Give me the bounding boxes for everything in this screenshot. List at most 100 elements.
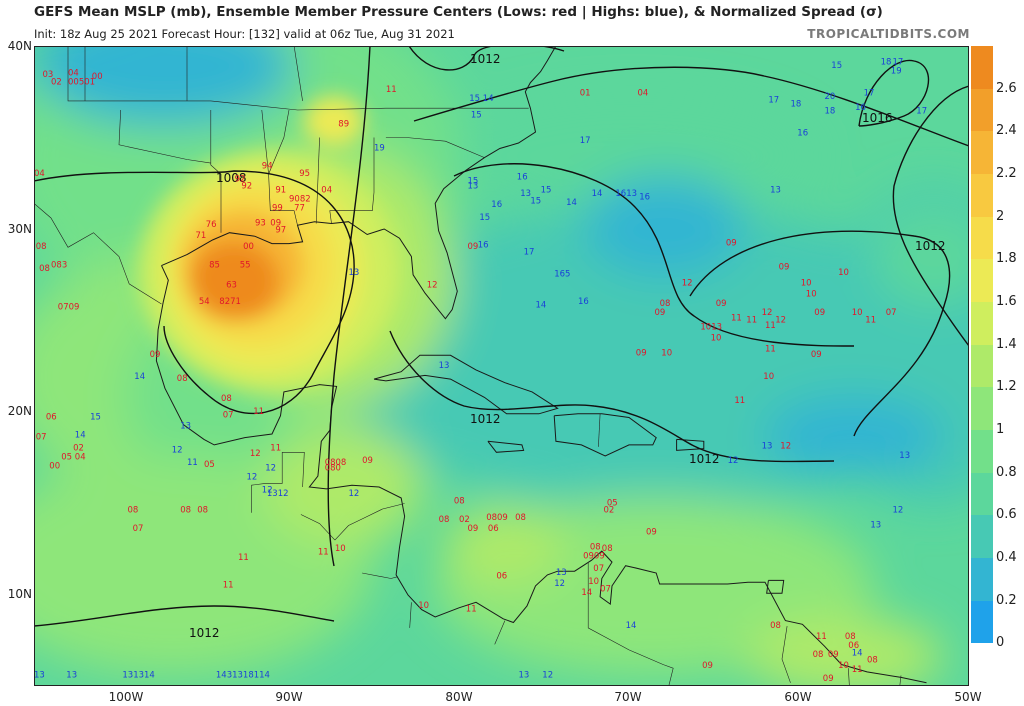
high-center-label: 12 [265, 464, 276, 474]
low-center-label: 92 [235, 174, 246, 184]
low-center-label: 76 [206, 220, 217, 230]
isobar-label: 1012 [915, 239, 946, 253]
low-center-label: 02 [604, 506, 615, 516]
low-center-label: 71 [196, 231, 207, 241]
isobar-line [689, 230, 951, 437]
high-center-label: 15 [831, 61, 842, 71]
high-center-label: 12 [262, 486, 273, 496]
low-center-label: 09 [726, 239, 737, 249]
colorbar-tick-label: 2.4 [996, 123, 1017, 139]
high-center-label: 16 [639, 193, 650, 203]
low-center-label: 09 [270, 218, 281, 228]
low-center-label: 05 [607, 498, 618, 508]
high-center-label: 15 [469, 94, 480, 104]
high-center-label: 13 [180, 422, 191, 432]
border-line [315, 137, 320, 224]
high-center-label: 13 [468, 182, 479, 192]
colorbar-tick-label: 1 [996, 422, 1005, 437]
low-center-label: 91 [275, 185, 286, 195]
map-panel: 1012 1008 1016 1012 1012 1012 1012 03 04 00 02 005… [34, 46, 969, 686]
high-center-label: 14 [852, 648, 863, 658]
border-line [67, 46, 529, 111]
low-center-label: 06 [496, 572, 507, 582]
isobar-line [892, 85, 969, 347]
low-center-label: 08 [221, 394, 232, 404]
high-center-label: 17 [864, 88, 875, 98]
high-center-label: 15 [468, 176, 479, 186]
low-center-label: 09 [362, 456, 373, 466]
high-center-label: 165 [554, 270, 570, 280]
low-center-label: 08 [177, 374, 188, 384]
high-center-label: 1613 [615, 189, 637, 199]
high-center-label: 19 [374, 143, 385, 153]
low-center-label: 99 [272, 204, 283, 214]
colorbar-tick-label: 0 [996, 635, 1005, 651]
high-center-label: 16 [491, 200, 502, 210]
border-line [210, 110, 222, 233]
low-center-label: 08 [813, 650, 824, 660]
low-center-label: 11 [270, 443, 281, 453]
colorbar-tick-label: 0.8 [996, 464, 1017, 480]
high-center-label: 16 [517, 173, 528, 183]
high-center-label: 13 [439, 361, 450, 371]
low-center-label: 09 [636, 348, 647, 358]
low-center-label: 94 [262, 162, 273, 172]
colorbar-segment [971, 131, 993, 175]
low-center-label: 07 [600, 584, 611, 594]
low-center-label: 08 [845, 632, 856, 642]
low-center-label: 10 [588, 577, 599, 587]
low-center-label: 08 [770, 621, 781, 631]
low-center-label: 06 [848, 641, 859, 651]
low-center-label: 07 [223, 411, 234, 421]
low-center-label: 00 [92, 72, 103, 82]
high-center-label: 13 [519, 670, 530, 680]
lat-label-30n: 30N [7, 222, 32, 236]
border-line [334, 503, 405, 541]
low-center-label: 07 [593, 564, 604, 574]
colorbar-tick-label: 1.2 [996, 379, 1017, 395]
lon-label-60w: 60W [784, 690, 812, 704]
colorbar-segment [971, 558, 993, 602]
colorbar-tick-label: 1.8 [996, 251, 1017, 267]
colorbar-tick-label: 0.2 [996, 592, 1017, 608]
low-center-label: 04 [75, 453, 86, 463]
lat-label-10n: 10N [7, 587, 32, 601]
lat-label-40n: 40N [7, 39, 32, 53]
colorbar-segment [971, 259, 993, 303]
low-center-label: 08 [36, 242, 47, 252]
high-center-label: 15 [471, 110, 482, 120]
high-center-label: 15 [90, 412, 101, 422]
low-center-label: 09 [150, 350, 161, 360]
low-center-label: 09 [814, 308, 825, 318]
isobar-line [34, 170, 355, 415]
low-center-label: 09 [779, 262, 790, 272]
lon-label-70w: 70W [614, 690, 642, 704]
low-center-label: 04 [638, 88, 649, 98]
map-frame [34, 46, 969, 686]
border-line [587, 562, 674, 686]
low-center-label: 0909 [583, 551, 605, 561]
low-center-label: 89 [338, 120, 349, 130]
high-center-label: 1431318114 [216, 670, 270, 680]
low-center-label: 11 [238, 553, 249, 563]
colorbar-segment [971, 88, 993, 132]
border-line [899, 675, 902, 686]
coastline [553, 413, 657, 457]
high-center-label: 13 [520, 189, 531, 199]
low-center-label: 95 [299, 169, 310, 179]
low-center-label: 09 [716, 299, 727, 309]
colorbar-tick-label: 2 [996, 208, 1005, 224]
low-center-label: 0808 [325, 458, 347, 468]
high-center-label: 18 [825, 107, 836, 117]
low-center-label: 10 [838, 268, 849, 278]
low-center-label: 08 [180, 506, 191, 516]
high-center-label: 13 [66, 670, 77, 680]
low-center-label: 03 [43, 70, 54, 80]
low-center-label: 54 [199, 297, 210, 307]
low-center-label: 63 [226, 281, 237, 291]
low-center-label: 08 [454, 497, 465, 507]
high-center-label: 16 [855, 103, 866, 113]
spread-shading [34, 46, 969, 686]
